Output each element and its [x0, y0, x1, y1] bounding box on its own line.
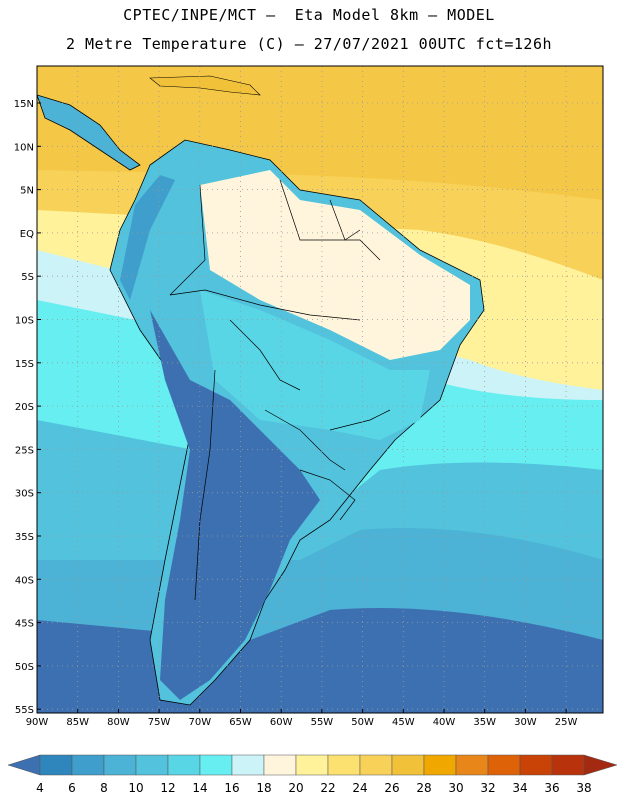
lon-label: 45W	[392, 717, 415, 728]
lat-label: 20S	[15, 402, 34, 413]
colorbar-label: 10	[128, 781, 143, 795]
andes-cold-region	[150, 310, 320, 700]
colorbar-label: 26	[384, 781, 399, 795]
colorbar-arrow-high	[583, 754, 618, 776]
colorbar-segment	[231, 754, 265, 776]
map-title-line1: CPTEC/INPE/MCT – Eta Model 8km – MODEL	[123, 6, 495, 24]
colorbar-segment	[295, 754, 329, 776]
colorbar-label: 38	[576, 781, 591, 795]
lat-label: EQ	[20, 229, 34, 240]
colorbar-segment	[199, 754, 233, 776]
lon-label: 50W	[351, 717, 374, 728]
colorbar-label: 24	[352, 781, 367, 795]
central-america-land	[37, 94, 141, 171]
lat-label: 25S	[15, 445, 34, 456]
map-title-line2: 2 Metre Temperature (C) – 27/07/2021 00U…	[65, 35, 553, 53]
colorbar-segment	[167, 754, 201, 776]
map-frame	[36, 65, 604, 714]
lon-label: 90W	[26, 717, 49, 728]
colorbar-label: 8	[100, 781, 108, 795]
lat-label: 15S	[15, 359, 34, 370]
lat-label: 55S	[15, 705, 34, 716]
lat-label: 15N	[14, 99, 34, 110]
colorbar-label: 36	[544, 781, 559, 795]
lon-label: 35W	[473, 717, 496, 728]
lat-label: 10N	[14, 142, 34, 153]
longitude-labels: 90W 85W 80W 75W 70W 65W 60W 55W 50W 45W 40W 35W 30W 2…	[26, 709, 578, 728]
colorbar-segment	[263, 754, 297, 776]
lat-label: 40S	[15, 575, 34, 586]
colorbar-label: 18	[256, 781, 271, 795]
lon-label: 25W	[555, 717, 578, 728]
colorbar-segment	[455, 754, 489, 776]
map-field	[37, 66, 603, 713]
lon-label: 85W	[66, 717, 89, 728]
colorbar-segment	[359, 754, 393, 776]
lat-label: 10S	[15, 316, 34, 327]
colorbar-segment	[487, 754, 521, 776]
colorbar-segment	[39, 754, 73, 776]
colorbar-label: 32	[480, 781, 495, 795]
colorbar-label: 6	[68, 781, 76, 795]
colorbar-label: 22	[320, 781, 335, 795]
lat-label: 30S	[15, 489, 34, 500]
colorbar-segment	[551, 754, 585, 776]
lon-label: 40W	[433, 717, 456, 728]
colorbar-segment	[103, 754, 137, 776]
colorbar-segment	[519, 754, 553, 776]
colorbar-arrow-low	[7, 754, 41, 776]
lat-label: 5S	[21, 272, 34, 283]
temperature-colorbar: 4 6 8 10 12 14 16 18 20 22 24 26 28 30 32 34 36 38	[7, 754, 618, 795]
lon-label: 65W	[229, 717, 252, 728]
lat-label: 50S	[15, 662, 34, 673]
colorbar-segment	[391, 754, 425, 776]
lon-label: 30W	[514, 717, 537, 728]
latitude-labels: 15N 10N 5N EQ 5S 10S 15S 20S 25S 30S 35S 40S 45S 50S 5…	[14, 99, 41, 716]
lon-label: 75W	[148, 717, 171, 728]
lat-label: 5N	[20, 186, 34, 197]
lon-label: 55W	[311, 717, 334, 728]
colorbar-label: 16	[224, 781, 239, 795]
colorbar-segment	[71, 754, 105, 776]
colorbar-label: 4	[36, 781, 44, 795]
country-borders	[169, 179, 391, 601]
colorbar-label: 14	[192, 781, 207, 795]
lon-label: 80W	[107, 717, 130, 728]
colorbar-segment	[135, 754, 169, 776]
colorbar-label: 12	[160, 781, 175, 795]
andes-north-ridge	[120, 175, 175, 300]
lat-label: 45S	[15, 619, 34, 630]
colorbar-segment	[423, 754, 457, 776]
colorbar-label: 28	[416, 781, 431, 795]
caribbean-islands	[149, 75, 261, 96]
colorbar-label: 34	[512, 781, 527, 795]
amazon-warm-region	[200, 170, 470, 360]
central-mild-region	[200, 290, 430, 440]
colorbar-label: 30	[448, 781, 463, 795]
colorbar-segment	[327, 754, 361, 776]
lat-label: 35S	[15, 532, 34, 543]
lon-label: 60W	[270, 717, 293, 728]
lon-label: 70W	[188, 717, 211, 728]
colorbar-label: 20	[288, 781, 303, 795]
